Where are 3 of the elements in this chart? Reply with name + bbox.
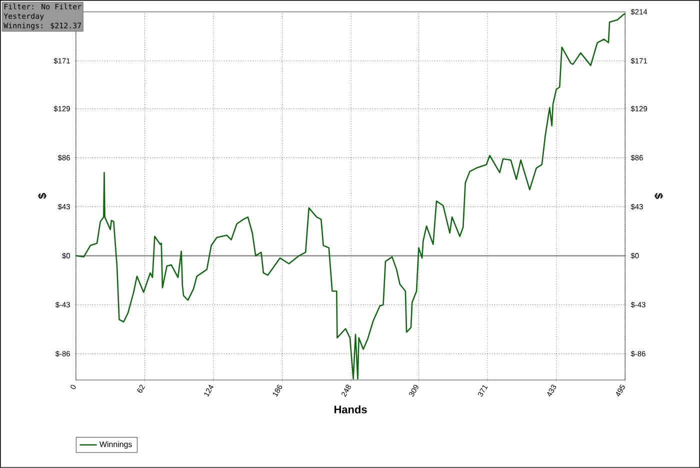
x-axis-title: Hands (334, 405, 367, 414)
y2-axis-title: $ (654, 193, 664, 199)
y-axis-title: $ (38, 193, 47, 199)
